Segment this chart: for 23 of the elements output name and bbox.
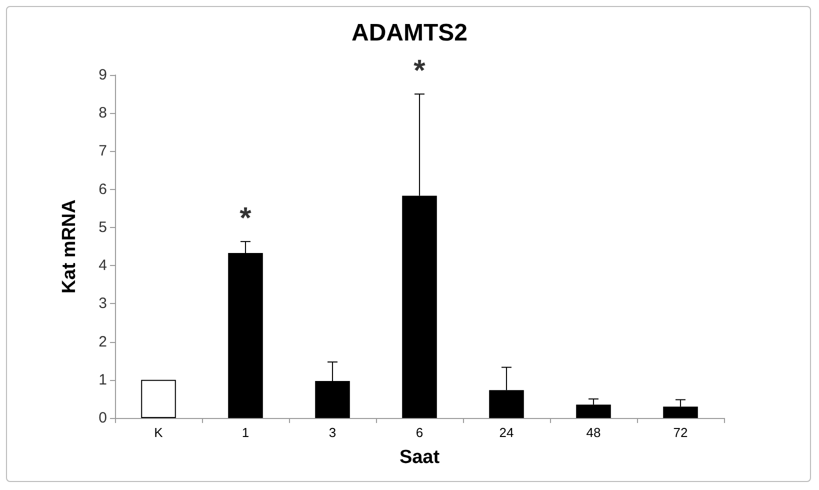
y-axis-title: Kat mRNA	[59, 199, 80, 294]
y-tick-label: 3	[98, 295, 107, 312]
y-tick-label: 9	[98, 66, 107, 84]
x-tick-label: 1	[242, 425, 250, 440]
y-tick-label: 5	[98, 218, 107, 236]
x-tick-label: 48	[586, 425, 601, 440]
x-tick-label: K	[154, 425, 164, 440]
x-tick-label: 24	[499, 425, 514, 440]
y-tick-label: 1	[98, 371, 107, 388]
bar	[141, 380, 176, 418]
y-tick-label: 2	[98, 333, 107, 350]
annotation: *	[414, 54, 426, 88]
y-tick-label: 8	[98, 104, 107, 122]
x-tick-label: 3	[328, 425, 336, 440]
y-tick-label: 6	[98, 180, 107, 198]
y-tick-label: 7	[98, 142, 107, 160]
y-tick-label: 4	[98, 257, 107, 274]
annotation: *	[240, 202, 252, 236]
x-tick-label: 72	[673, 425, 688, 440]
x-tick-label: 6	[416, 425, 424, 440]
chart-title: ADAMTS2	[351, 20, 468, 46]
x-axis-title: Saat	[399, 447, 440, 468]
y-tick-label: 0	[98, 410, 107, 426]
